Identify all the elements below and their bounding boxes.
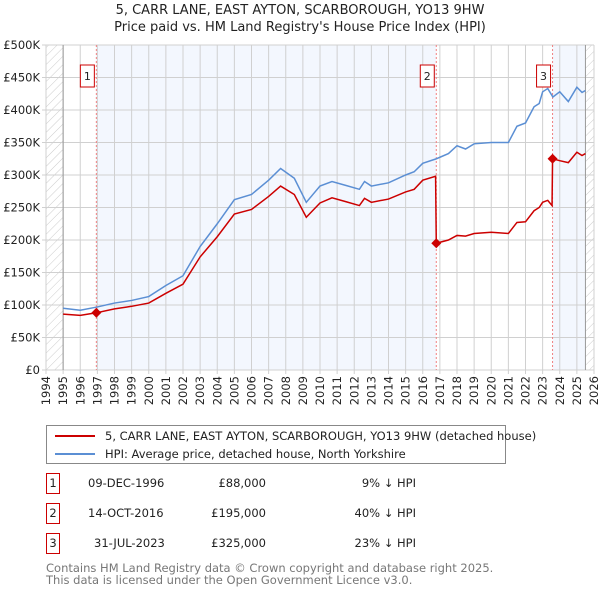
x-tick-label: 2003 — [193, 376, 207, 405]
x-tick-label: 2000 — [142, 376, 156, 405]
sale-hpi-diff: 23% ↓ HPI — [354, 536, 416, 550]
legend-item-hpi: HPI: Average price, detached house, Nort… — [55, 445, 406, 462]
x-tick-label: 2024 — [553, 376, 567, 405]
x-tick-label: 2007 — [262, 376, 276, 405]
y-tick-label: £150K — [3, 266, 40, 280]
x-tick-label: 2016 — [416, 376, 430, 405]
x-tick-label: 2004 — [210, 376, 224, 405]
x-tick-label: 2019 — [467, 376, 481, 405]
legend-swatch-red — [55, 434, 95, 437]
sale-point — [547, 153, 558, 164]
sale-price: £325,000 — [211, 536, 266, 550]
sale-label: 1 — [84, 70, 91, 83]
x-tick-label: 2020 — [484, 376, 498, 405]
x-tick-label: 2011 — [330, 376, 344, 405]
x-tick-label: 2021 — [501, 376, 515, 405]
y-tick-label: £200K — [3, 233, 40, 247]
sale-date: 09-DEC-1996 — [88, 476, 165, 490]
x-tick-label: 2017 — [433, 376, 447, 405]
sale-label: 2 — [424, 70, 431, 83]
sale-date: 14-OCT-2016 — [88, 506, 164, 520]
footer-copyright: Contains HM Land Registry data © Crown c… — [46, 561, 494, 575]
x-tick-label: 2018 — [450, 376, 464, 405]
sale-row: 2 14-OCT-2016 £195,000 40% ↓ HPI — [46, 503, 446, 524]
legend-label: 5, CARR LANE, EAST AYTON, SCARBOROUGH, Y… — [105, 428, 537, 443]
sale-marker-badge: 3 — [46, 533, 60, 554]
y-tick-label: £400K — [3, 103, 40, 117]
sale-point — [431, 238, 442, 249]
price-chart: 1994 1995 1996 1997 1998 1999 2000 2001 2002 2003… — [3, 38, 600, 405]
x-tick-label: 2002 — [176, 376, 190, 405]
sale-row: 1 09-DEC-1996 £88,000 9% ↓ HPI — [46, 473, 446, 494]
sale-label: 3 — [540, 70, 547, 83]
x-tick-label: 2012 — [347, 376, 361, 405]
chart-subtitle: Price paid vs. HM Land Registry's House … — [114, 20, 486, 35]
x-tick-label: 2001 — [159, 376, 173, 405]
y-tick-label: £100K — [3, 298, 40, 312]
x-tick-label: 2006 — [245, 376, 259, 405]
sale-marker-badge: 2 — [46, 503, 60, 524]
footer-licence: This data is licensed under the Open Gov… — [46, 573, 413, 587]
y-tick-label: £250K — [3, 201, 40, 215]
x-tick-label: 2014 — [382, 376, 396, 405]
sale-hpi-diff: 9% ↓ HPI — [361, 476, 416, 490]
sale-date: 31-JUL-2023 — [94, 536, 165, 550]
y-tick-label: £0 — [25, 363, 40, 377]
x-tick-label: 1998 — [108, 376, 122, 405]
sale-price: £88,000 — [218, 476, 266, 490]
y-tick-label: £450K — [3, 71, 40, 85]
x-tick-label: 2005 — [227, 376, 241, 405]
sale-marker-badge: 1 — [46, 473, 60, 494]
legend-swatch-blue — [55, 452, 95, 455]
x-tick-label: 2026 — [587, 376, 600, 405]
legend-label: HPI: Average price, detached house, Nort… — [105, 446, 406, 461]
x-tick-label: 1995 — [56, 376, 70, 405]
sale-label-box — [536, 64, 552, 88]
x-tick-label: 1999 — [125, 376, 139, 405]
sale-price: £195,000 — [211, 506, 266, 520]
x-tick-label: 2025 — [570, 376, 584, 405]
legend: 5, CARR LANE, EAST AYTON, SCARBOROUGH, Y… — [46, 425, 536, 464]
sale-row: 3 31-JUL-2023 £325,000 23% ↓ HPI — [46, 533, 446, 554]
x-tick-label: 2023 — [536, 376, 550, 405]
x-tick-label: 2013 — [364, 376, 378, 405]
y-tick-label: £50K — [11, 331, 41, 345]
hpi-line — [63, 86, 586, 311]
x-tick-label: 1996 — [73, 376, 87, 405]
y-tick-label: £300K — [3, 168, 40, 182]
sale-label-box — [79, 64, 95, 88]
chart-title: 5, CARR LANE, EAST AYTON, SCARBOROUGH, Y… — [115, 3, 485, 18]
footer: Contains HM Land Registry data © Crown c… — [46, 562, 493, 586]
x-tick-label: 2022 — [519, 376, 533, 405]
x-tick-label: 2009 — [296, 376, 310, 405]
x-tick-label: 1994 — [39, 376, 53, 405]
sale-hpi-diff: 40% ↓ HPI — [354, 506, 416, 520]
x-tick-label: 2008 — [279, 376, 293, 405]
legend-item-property: 5, CARR LANE, EAST AYTON, SCARBOROUGH, Y… — [55, 427, 536, 444]
x-tick-label: 2010 — [313, 376, 327, 405]
x-tick-label: 2015 — [399, 376, 413, 405]
y-tick-label: £500K — [3, 38, 40, 52]
sale-point — [91, 307, 102, 318]
sale-label-box — [419, 64, 435, 88]
property-price-line — [63, 151, 586, 317]
y-tick-label: £350K — [3, 136, 40, 150]
x-tick-label: 1997 — [90, 376, 104, 405]
